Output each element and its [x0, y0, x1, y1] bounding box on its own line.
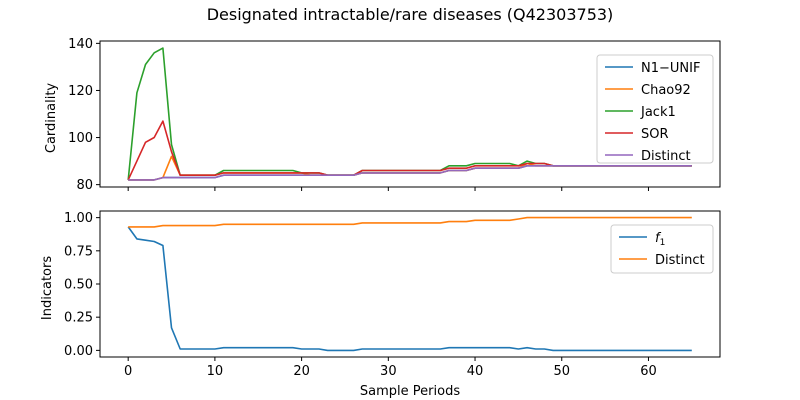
y-tick-label: 120 — [68, 84, 93, 99]
x-axis-label: Sample Periods — [360, 384, 460, 399]
series-line — [128, 216, 692, 228]
legend-box — [596, 54, 714, 164]
y-tick-label: 0.25 — [64, 311, 93, 326]
y-tick-label: 0.00 — [64, 344, 93, 359]
axes-frame — [99, 210, 721, 358]
indicators-y-axis-label: Indicators — [40, 256, 55, 320]
y-tick-label: 1.00 — [64, 211, 93, 226]
legend-label: N1−UNIF — [641, 61, 700, 76]
legend-label: Distinct — [641, 149, 691, 164]
x-tick-label: 50 — [553, 364, 570, 379]
x-tick-label: 20 — [293, 364, 310, 379]
x-tick-label: 30 — [380, 364, 397, 379]
y-tick-label: 0.75 — [64, 244, 93, 259]
series-line — [128, 165, 692, 181]
x-tick-label: 40 — [467, 364, 484, 379]
y-tick-label: 0.50 — [64, 278, 93, 293]
legend-label: SOR — [641, 127, 669, 142]
legend-label: f1 — [655, 231, 665, 248]
y-tick-label: 140 — [68, 37, 93, 52]
y-tick-label: 100 — [68, 131, 93, 146]
x-tick-label: 10 — [207, 364, 224, 379]
y-tick-label: 80 — [76, 178, 93, 193]
legend-label: Jack1 — [640, 105, 676, 120]
x-tick-label: 0 — [124, 364, 132, 379]
cardinality-panel: 80 100 120 140 N1−UNIF Chao92 Jack1 SOR Distinct — [68, 37, 721, 193]
legend-label: Distinct — [655, 253, 705, 268]
chart-title: Designated intractable/rare diseases (Q4… — [207, 5, 614, 24]
cardinality-y-axis-label: Cardinality — [44, 83, 59, 154]
series-line — [127, 226, 692, 352]
legend-label: Chao92 — [641, 83, 691, 98]
axes-frame — [99, 40, 721, 188]
x-tick-label: 60 — [640, 364, 657, 379]
indicators-panel: 0 10 20 30 40 50 60 0.00 0.25 0.50 0.75 1.00 f1 Disti… — [64, 210, 721, 379]
